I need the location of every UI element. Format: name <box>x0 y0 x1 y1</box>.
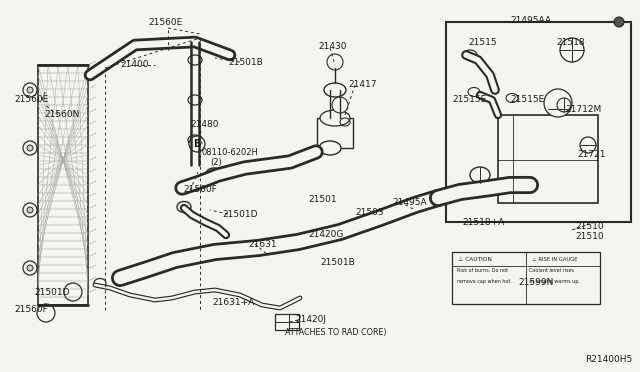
Text: 21560F: 21560F <box>14 305 48 314</box>
Text: 08110-6202H: 08110-6202H <box>202 148 259 157</box>
Text: R21400H5: R21400H5 <box>585 355 632 364</box>
Ellipse shape <box>94 279 106 288</box>
Ellipse shape <box>206 168 222 180</box>
Circle shape <box>27 145 33 151</box>
Text: 21501D: 21501D <box>34 288 70 297</box>
Text: ATTACHES TO RAD CORE): ATTACHES TO RAD CORE) <box>285 328 387 337</box>
Ellipse shape <box>153 38 167 48</box>
Text: 21495A: 21495A <box>392 198 427 207</box>
Circle shape <box>23 261 37 275</box>
Text: 21560N: 21560N <box>44 110 79 119</box>
Bar <box>38 65 88 305</box>
Text: 21400: 21400 <box>120 60 148 69</box>
Text: 21420J: 21420J <box>295 315 326 324</box>
Text: 21480: 21480 <box>190 120 218 129</box>
Text: 21417: 21417 <box>348 80 376 89</box>
Text: ⚠ CAUTION: ⚠ CAUTION <box>458 257 492 262</box>
Text: 21420G: 21420G <box>308 230 344 239</box>
Ellipse shape <box>320 110 350 126</box>
Ellipse shape <box>188 55 202 65</box>
Circle shape <box>557 98 571 112</box>
Bar <box>498 115 598 203</box>
Text: 21518+A: 21518+A <box>462 218 504 227</box>
Ellipse shape <box>146 261 164 275</box>
Text: 21560F: 21560F <box>183 185 217 194</box>
Circle shape <box>23 203 37 217</box>
Text: 21560E: 21560E <box>14 95 48 104</box>
Ellipse shape <box>188 95 202 105</box>
Text: 21501: 21501 <box>308 195 337 204</box>
Circle shape <box>27 87 33 93</box>
Circle shape <box>544 89 572 117</box>
Circle shape <box>614 17 624 27</box>
Text: 21721: 21721 <box>577 150 605 159</box>
Text: 21501D: 21501D <box>222 210 257 219</box>
Bar <box>446 22 631 222</box>
Text: 21631+A: 21631+A <box>212 298 254 307</box>
Text: 21501B: 21501B <box>228 58 263 67</box>
Ellipse shape <box>188 135 202 145</box>
Text: 21599N: 21599N <box>518 278 554 287</box>
Ellipse shape <box>177 202 191 212</box>
Text: 21501B: 21501B <box>320 258 355 267</box>
Text: 21515E: 21515E <box>510 95 544 104</box>
Circle shape <box>64 283 82 301</box>
Text: ⚠ RISE IN GAUGE: ⚠ RISE IN GAUGE <box>532 257 577 262</box>
Circle shape <box>327 54 343 70</box>
Ellipse shape <box>319 141 341 155</box>
Text: 21430: 21430 <box>318 42 346 51</box>
Ellipse shape <box>324 83 346 97</box>
Text: remove cap when hot.: remove cap when hot. <box>457 279 512 284</box>
Ellipse shape <box>381 209 399 223</box>
Circle shape <box>189 136 205 152</box>
Text: 21515: 21515 <box>468 38 497 47</box>
Text: 21503: 21503 <box>355 208 383 217</box>
Circle shape <box>27 265 33 271</box>
Text: (2): (2) <box>210 158 221 167</box>
Circle shape <box>332 97 348 113</box>
Text: Coolant level rises: Coolant level rises <box>529 268 574 273</box>
Ellipse shape <box>470 167 490 183</box>
Text: 21495AA: 21495AA <box>510 16 551 25</box>
Text: 21510: 21510 <box>575 222 604 231</box>
Ellipse shape <box>463 50 477 60</box>
Text: Risk of burns. Do not: Risk of burns. Do not <box>457 268 508 273</box>
Text: 21631: 21631 <box>248 240 276 249</box>
Circle shape <box>580 137 596 153</box>
Bar <box>275 314 299 330</box>
Ellipse shape <box>506 93 518 103</box>
Circle shape <box>23 83 37 97</box>
Text: 21712M: 21712M <box>565 105 601 114</box>
Circle shape <box>37 304 55 322</box>
Bar <box>452 252 600 304</box>
Circle shape <box>560 38 584 62</box>
Circle shape <box>23 141 37 155</box>
Ellipse shape <box>468 87 480 96</box>
Text: as engine warms up.: as engine warms up. <box>529 279 580 284</box>
Text: 21560E: 21560E <box>148 18 182 27</box>
Text: 21515E: 21515E <box>452 95 486 104</box>
Text: 21518: 21518 <box>556 38 584 47</box>
Ellipse shape <box>281 237 299 251</box>
Bar <box>317 118 353 148</box>
Circle shape <box>27 207 33 213</box>
Text: B: B <box>193 139 201 149</box>
Text: 21510: 21510 <box>575 232 604 241</box>
